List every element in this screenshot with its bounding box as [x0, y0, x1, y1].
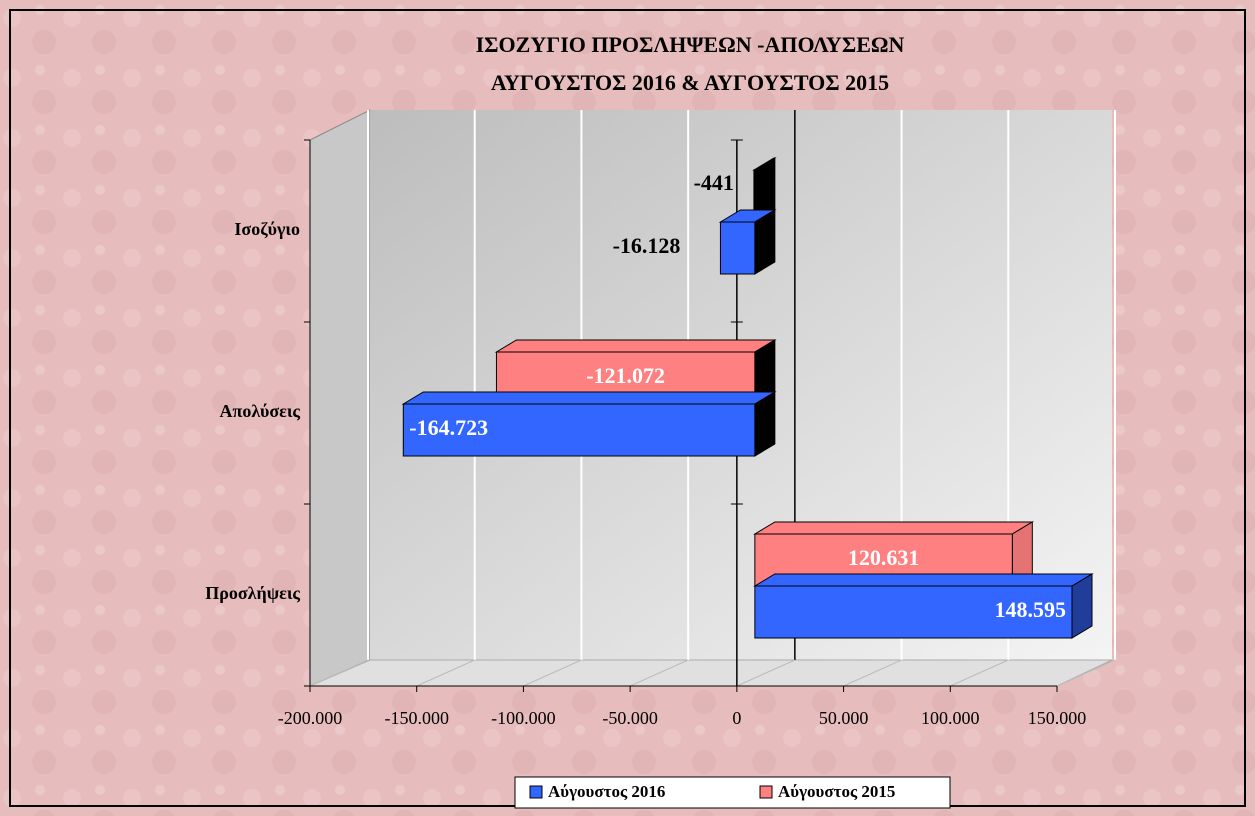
legend-label: Αύγουστος 2015: [778, 782, 895, 801]
legend-swatch: [759, 785, 773, 799]
y-tick-label: Ισοζύγιο: [234, 219, 300, 239]
bar-face: [401, 391, 777, 405]
floor-grid-line: [523, 659, 582, 687]
x-tick-label: 150.000: [1028, 708, 1087, 728]
floor-grid-line: [736, 659, 796, 687]
x-tick-label: -200.000: [278, 708, 343, 728]
floor: [309, 659, 1113, 687]
data-label: 120.631: [848, 545, 920, 570]
y-tick-label: Προσλήψεις: [205, 583, 300, 603]
x-tick-label: 100.000: [921, 708, 980, 728]
data-label: -164.723: [409, 415, 488, 440]
x-tick-label: -50.000: [602, 708, 658, 728]
data-label: -441: [694, 170, 734, 195]
bar: [401, 391, 777, 457]
x-tick-label: 50.000: [819, 708, 869, 728]
x-tick-label: -100.000: [491, 708, 556, 728]
bar-face: [753, 521, 1035, 535]
data-label: 148.595: [995, 597, 1067, 622]
legend: [514, 776, 951, 809]
bar-face: [719, 221, 756, 275]
floor-grid-line: [1056, 659, 1116, 687]
chart-title: ΙΣΟΖΥΓΙΟ ΠΡΟΣΛΗΨΕΩΝ -ΑΠΟΛΥΣΕΩΝ: [476, 32, 905, 57]
floor-grid-line: [843, 659, 902, 687]
bar: [752, 157, 777, 223]
bar-face: [494, 339, 777, 353]
bar: [718, 209, 777, 275]
bar-face: [754, 585, 1073, 639]
floor-grid-line: [629, 659, 689, 687]
bar-face: [402, 403, 756, 457]
side-wall: [309, 109, 371, 687]
x-tick-label: 0: [732, 708, 741, 728]
legend-label: Αύγουστος 2016: [548, 782, 665, 801]
chart-subtitle: ΑΥΓΟΥΣΤΟΣ 2016 & ΑΥΓΟΥΣΤΟΣ 2015: [491, 70, 889, 95]
floor-grid-line: [416, 659, 475, 687]
bar: [753, 573, 1094, 639]
legend-swatch: [529, 785, 543, 799]
bar-face: [753, 573, 1094, 587]
floor-grid-line: [309, 659, 369, 687]
y-tick-label: Απολύσεις: [220, 401, 301, 421]
data-label: -121.072: [586, 363, 665, 388]
data-label: -16.128: [613, 233, 681, 258]
floor-grid-line: [950, 659, 1009, 687]
x-tick-label: -150.000: [384, 708, 449, 728]
